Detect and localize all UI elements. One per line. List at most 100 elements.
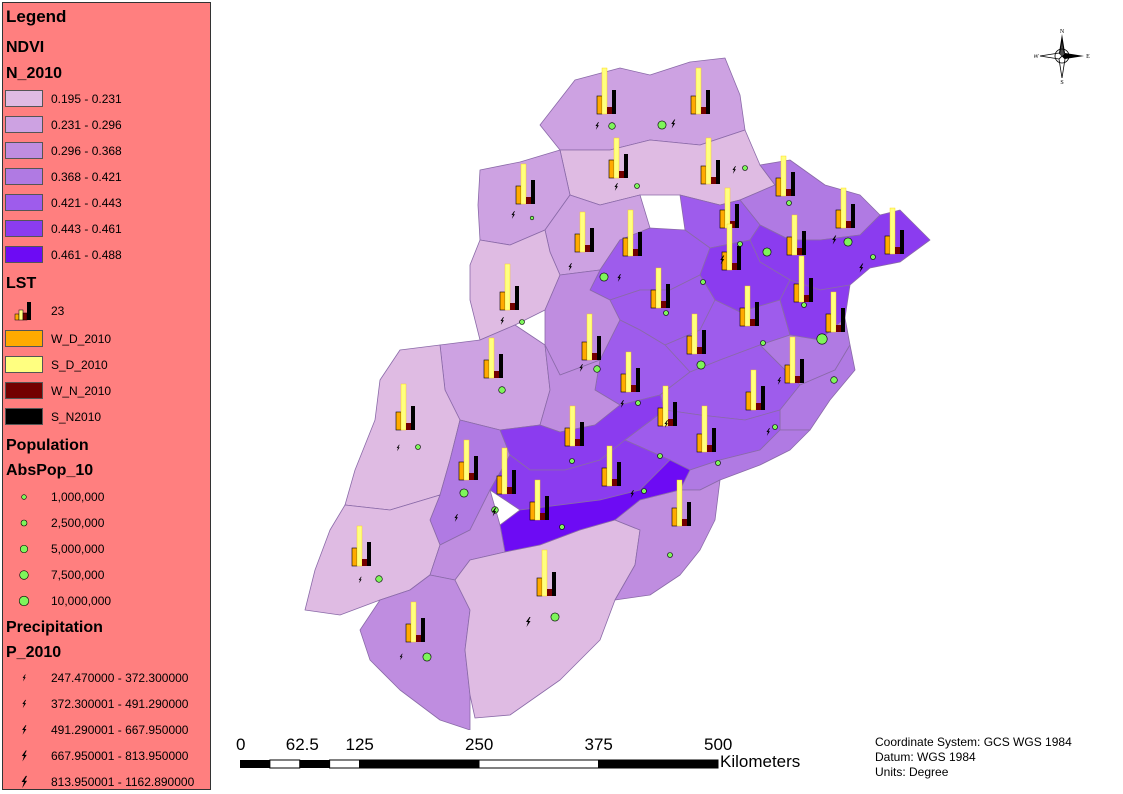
- population-legend-row: 1,000,000: [5, 487, 210, 507]
- lst-swatch: [5, 408, 43, 425]
- scale-segment: [299, 760, 330, 768]
- lst-bar-w-n: [631, 385, 636, 392]
- lst-bar-chart: [483, 337, 503, 379]
- ndvi-class-label: 0.195 - 0.231: [51, 92, 122, 106]
- lst-bar-w-d: [515, 185, 522, 205]
- lst-bar-s-n: [900, 230, 904, 254]
- precipitation-bolt: [630, 490, 634, 498]
- population-circle-icon: [18, 595, 30, 607]
- lst-bar-w-d: [690, 95, 697, 115]
- lst-bar-w-n: [836, 325, 841, 332]
- precipitation-heading: Precipitation: [6, 619, 103, 636]
- lst-bar-chart: [745, 369, 765, 411]
- lst-bar-chart: [620, 351, 640, 393]
- precipitation-field: P_2010: [6, 644, 62, 661]
- population-circle: [737, 241, 743, 247]
- legend-panel: Legend NDVI N_2010 0.195 - 0.231 0.231 - …: [2, 2, 211, 790]
- lst-bar-s-n: [499, 354, 503, 378]
- precipitation-bolt: [832, 235, 837, 245]
- precipitation-bolt: [568, 263, 572, 271]
- precipitation-bolt: [671, 119, 676, 129]
- lst-bar-chart: [650, 267, 670, 309]
- lst-bar-w-n: [804, 295, 809, 302]
- lst-legend-row: W_D_2010: [5, 329, 210, 349]
- lst-bar-w-d: [700, 165, 707, 185]
- population-circle: [559, 524, 565, 530]
- lst-bar-w-n: [526, 197, 531, 204]
- lst-bar-chart: [596, 67, 616, 115]
- lst-bar-w-d: [458, 461, 465, 481]
- lst-bar-s-d: [569, 405, 576, 447]
- lst-bar-s-d: [410, 601, 417, 643]
- lst-bar-s-d: [724, 187, 731, 229]
- lst-bar-w-n: [507, 487, 512, 494]
- lst-bar-chart: [581, 313, 601, 361]
- lst-bar-chart: [690, 67, 710, 115]
- population-legend-row: 7,500,000: [5, 565, 210, 585]
- lst-bar-w-n: [668, 419, 673, 426]
- precipitation-class-label: 813.950001 - 1162.890000: [51, 775, 195, 789]
- lst-swatch: [5, 356, 43, 373]
- scale-segment: [478, 759, 599, 769]
- lst-bar-s-n: [687, 502, 691, 526]
- lst-bar-w-n: [607, 107, 612, 114]
- lst-bar-s-d: [691, 313, 698, 355]
- lst-bar-w-n: [585, 245, 590, 252]
- lst-bar-s-n: [515, 286, 519, 310]
- scale-segment: [359, 759, 480, 769]
- lst-bar-w-d: [739, 307, 746, 327]
- lst-bar-chart: [835, 187, 855, 229]
- lst-bar-w-n: [406, 423, 411, 430]
- lightning-icon: [22, 725, 27, 735]
- lst-bar-w-d: [574, 233, 581, 253]
- lst-bar-s-d: [613, 137, 620, 179]
- south-label: S: [1060, 80, 1063, 84]
- population-field: AbsPop_10: [6, 462, 94, 479]
- lst-bar-s-d: [356, 525, 363, 567]
- population-circle: [696, 360, 706, 370]
- lst-bar-s-n: [800, 359, 804, 383]
- west-label: W: [1034, 54, 1039, 60]
- lst-bar-s-n: [612, 90, 616, 114]
- lst-bar-s-d: [586, 313, 593, 361]
- lst-bar-s-d: [701, 405, 708, 453]
- lst-bar-s-d: [840, 187, 847, 229]
- lst-bar-chart: [458, 439, 478, 481]
- lst-bar-s-d: [791, 214, 798, 256]
- lst-bar-w-d: [529, 501, 536, 521]
- precipitation-legend-row: 813.950001 - 1162.890000: [5, 772, 210, 789]
- precipitation-bolt: [525, 616, 531, 628]
- lst-bar-s-n: [735, 204, 739, 228]
- lst-bar-w-n: [494, 371, 499, 378]
- population-circle: [550, 612, 560, 622]
- precipitation-class-label: 491.290001 - 667.950000: [51, 723, 189, 737]
- north-label: N: [1060, 29, 1065, 35]
- lst-bar-chart: [696, 405, 716, 453]
- ndvi-legend-row: 0.368 - 0.421: [5, 167, 210, 187]
- lst-bar-w-n: [362, 559, 367, 566]
- lst-bar-s-n: [597, 336, 601, 360]
- precipitation-bolt: [492, 507, 497, 517]
- lst-bar-s-n: [474, 456, 478, 480]
- population-circle: [529, 215, 535, 221]
- lst-bar-chart: [536, 549, 556, 597]
- coordinate-info: Coordinate System: GCS WGS 1984 Datum: W…: [875, 735, 1072, 780]
- ndvi-swatch: [5, 142, 43, 159]
- lst-bar-s-d: [798, 255, 805, 303]
- precipitation-bolt: [399, 653, 403, 661]
- lst-bar-w-d: [622, 237, 629, 257]
- lst-bar-w-n: [707, 445, 712, 452]
- lst-bar-s-n: [624, 154, 628, 178]
- lst-bar-w-d: [786, 236, 793, 256]
- lst-bar-s-n: [638, 232, 642, 256]
- lst-series-label: W_D_2010: [51, 332, 112, 346]
- lst-bar-w-n: [661, 301, 666, 308]
- lst-bar-s-n: [791, 172, 795, 196]
- lst-size-label: 23: [51, 304, 65, 318]
- precipitation-legend-row: 247.470000 - 372.300000: [5, 668, 210, 688]
- scale-tick-label: 62.5: [285, 735, 319, 754]
- lst-bar-s-d: [789, 336, 796, 384]
- population-class-label: 7,500,000: [51, 568, 105, 582]
- lst-bar-w-n: [682, 519, 687, 526]
- ndvi-legend-row: 0.461 - 0.488: [5, 245, 210, 265]
